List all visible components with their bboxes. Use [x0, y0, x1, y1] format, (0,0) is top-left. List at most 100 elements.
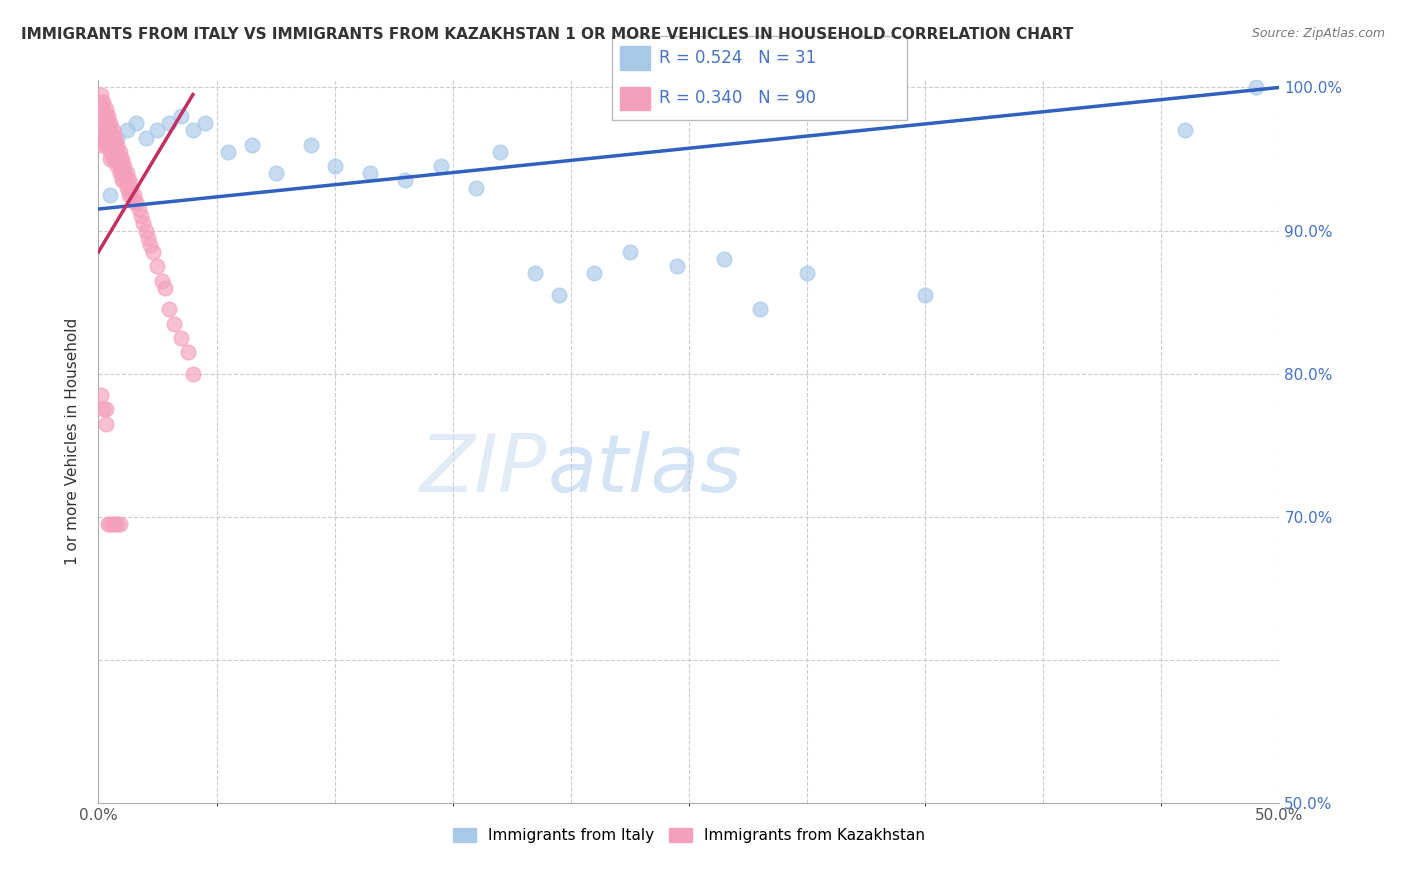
Point: [94, 402, 117, 417]
Point: [713, 252, 735, 266]
Point: [142, 244, 165, 259]
Point: [153, 281, 176, 295]
Point: [97, 109, 120, 123]
Point: [108, 145, 131, 159]
Point: [105, 516, 128, 531]
Point: [157, 302, 180, 317]
Point: [112, 173, 135, 187]
Point: [94, 123, 117, 137]
Point: [121, 187, 143, 202]
Point: [90, 95, 112, 109]
Point: [118, 187, 141, 202]
Point: [91, 402, 114, 417]
Point: [90, 388, 112, 402]
Text: atlas: atlas: [547, 432, 742, 509]
Point: [101, 516, 124, 531]
Point: [97, 137, 120, 152]
Point: [108, 152, 131, 166]
Point: [112, 159, 135, 173]
Point: [217, 145, 239, 159]
Point: [94, 102, 117, 116]
Point: [135, 223, 157, 237]
Point: [108, 516, 131, 531]
Point: [104, 137, 127, 152]
Point: [394, 173, 416, 187]
Point: [359, 166, 381, 180]
Point: [101, 152, 124, 166]
Point: [115, 173, 138, 187]
Point: [548, 288, 571, 302]
Point: [619, 244, 641, 259]
Point: [118, 180, 141, 194]
Point: [489, 145, 512, 159]
Point: [111, 173, 134, 187]
Point: [748, 302, 770, 317]
Text: IMMIGRANTS FROM ITALY VS IMMIGRANTS FROM KAZAKHSTAN 1 OR MORE VEHICLES IN HOUSEH: IMMIGRANTS FROM ITALY VS IMMIGRANTS FROM…: [21, 27, 1073, 42]
Point: [121, 180, 143, 194]
Point: [111, 166, 134, 180]
Point: [914, 288, 936, 302]
Point: [108, 166, 131, 180]
Point: [90, 102, 112, 116]
Point: [111, 152, 134, 166]
Point: [430, 159, 453, 173]
Text: Source: ZipAtlas.com: Source: ZipAtlas.com: [1251, 27, 1385, 40]
Point: [112, 166, 135, 180]
Text: R = 0.340   N = 90: R = 0.340 N = 90: [659, 89, 815, 107]
Point: [118, 173, 141, 187]
Point: [135, 130, 157, 145]
Point: [111, 159, 134, 173]
Point: [101, 137, 124, 152]
Point: [796, 267, 818, 281]
Legend: Immigrants from Italy, Immigrants from Kazakhstan: Immigrants from Italy, Immigrants from K…: [447, 822, 931, 849]
Point: [90, 130, 112, 145]
Point: [132, 216, 155, 230]
Point: [125, 194, 148, 209]
Point: [94, 417, 117, 431]
Point: [163, 317, 186, 331]
Point: [177, 345, 200, 359]
Point: [115, 180, 138, 194]
Point: [524, 267, 547, 281]
Point: [90, 116, 112, 130]
Text: R = 0.524   N = 31: R = 0.524 N = 31: [659, 49, 815, 67]
Point: [104, 516, 127, 531]
Point: [465, 180, 488, 194]
Point: [105, 152, 128, 166]
Point: [97, 130, 120, 145]
Point: [1174, 123, 1197, 137]
Point: [170, 109, 193, 123]
Point: [146, 260, 169, 274]
Point: [91, 116, 114, 130]
Point: [194, 116, 217, 130]
Point: [666, 260, 689, 274]
Point: [264, 166, 287, 180]
Point: [157, 116, 180, 130]
Text: ZIP: ZIP: [420, 432, 547, 509]
Point: [105, 145, 128, 159]
Point: [181, 367, 204, 381]
Point: [104, 152, 127, 166]
Point: [91, 95, 114, 109]
Point: [125, 116, 148, 130]
Point: [122, 194, 145, 209]
Point: [1244, 80, 1267, 95]
Point: [98, 516, 121, 531]
Point: [97, 123, 120, 137]
Point: [97, 116, 120, 130]
Point: [146, 123, 169, 137]
Point: [98, 137, 121, 152]
Point: [115, 166, 138, 180]
Point: [91, 102, 114, 116]
Point: [299, 137, 322, 152]
Point: [94, 137, 117, 152]
Point: [91, 109, 114, 123]
Bar: [620, 87, 650, 111]
Point: [104, 145, 127, 159]
Point: [181, 123, 204, 137]
Point: [122, 187, 145, 202]
Point: [98, 130, 121, 145]
Point: [105, 159, 128, 173]
Point: [91, 123, 114, 137]
Point: [150, 274, 173, 288]
